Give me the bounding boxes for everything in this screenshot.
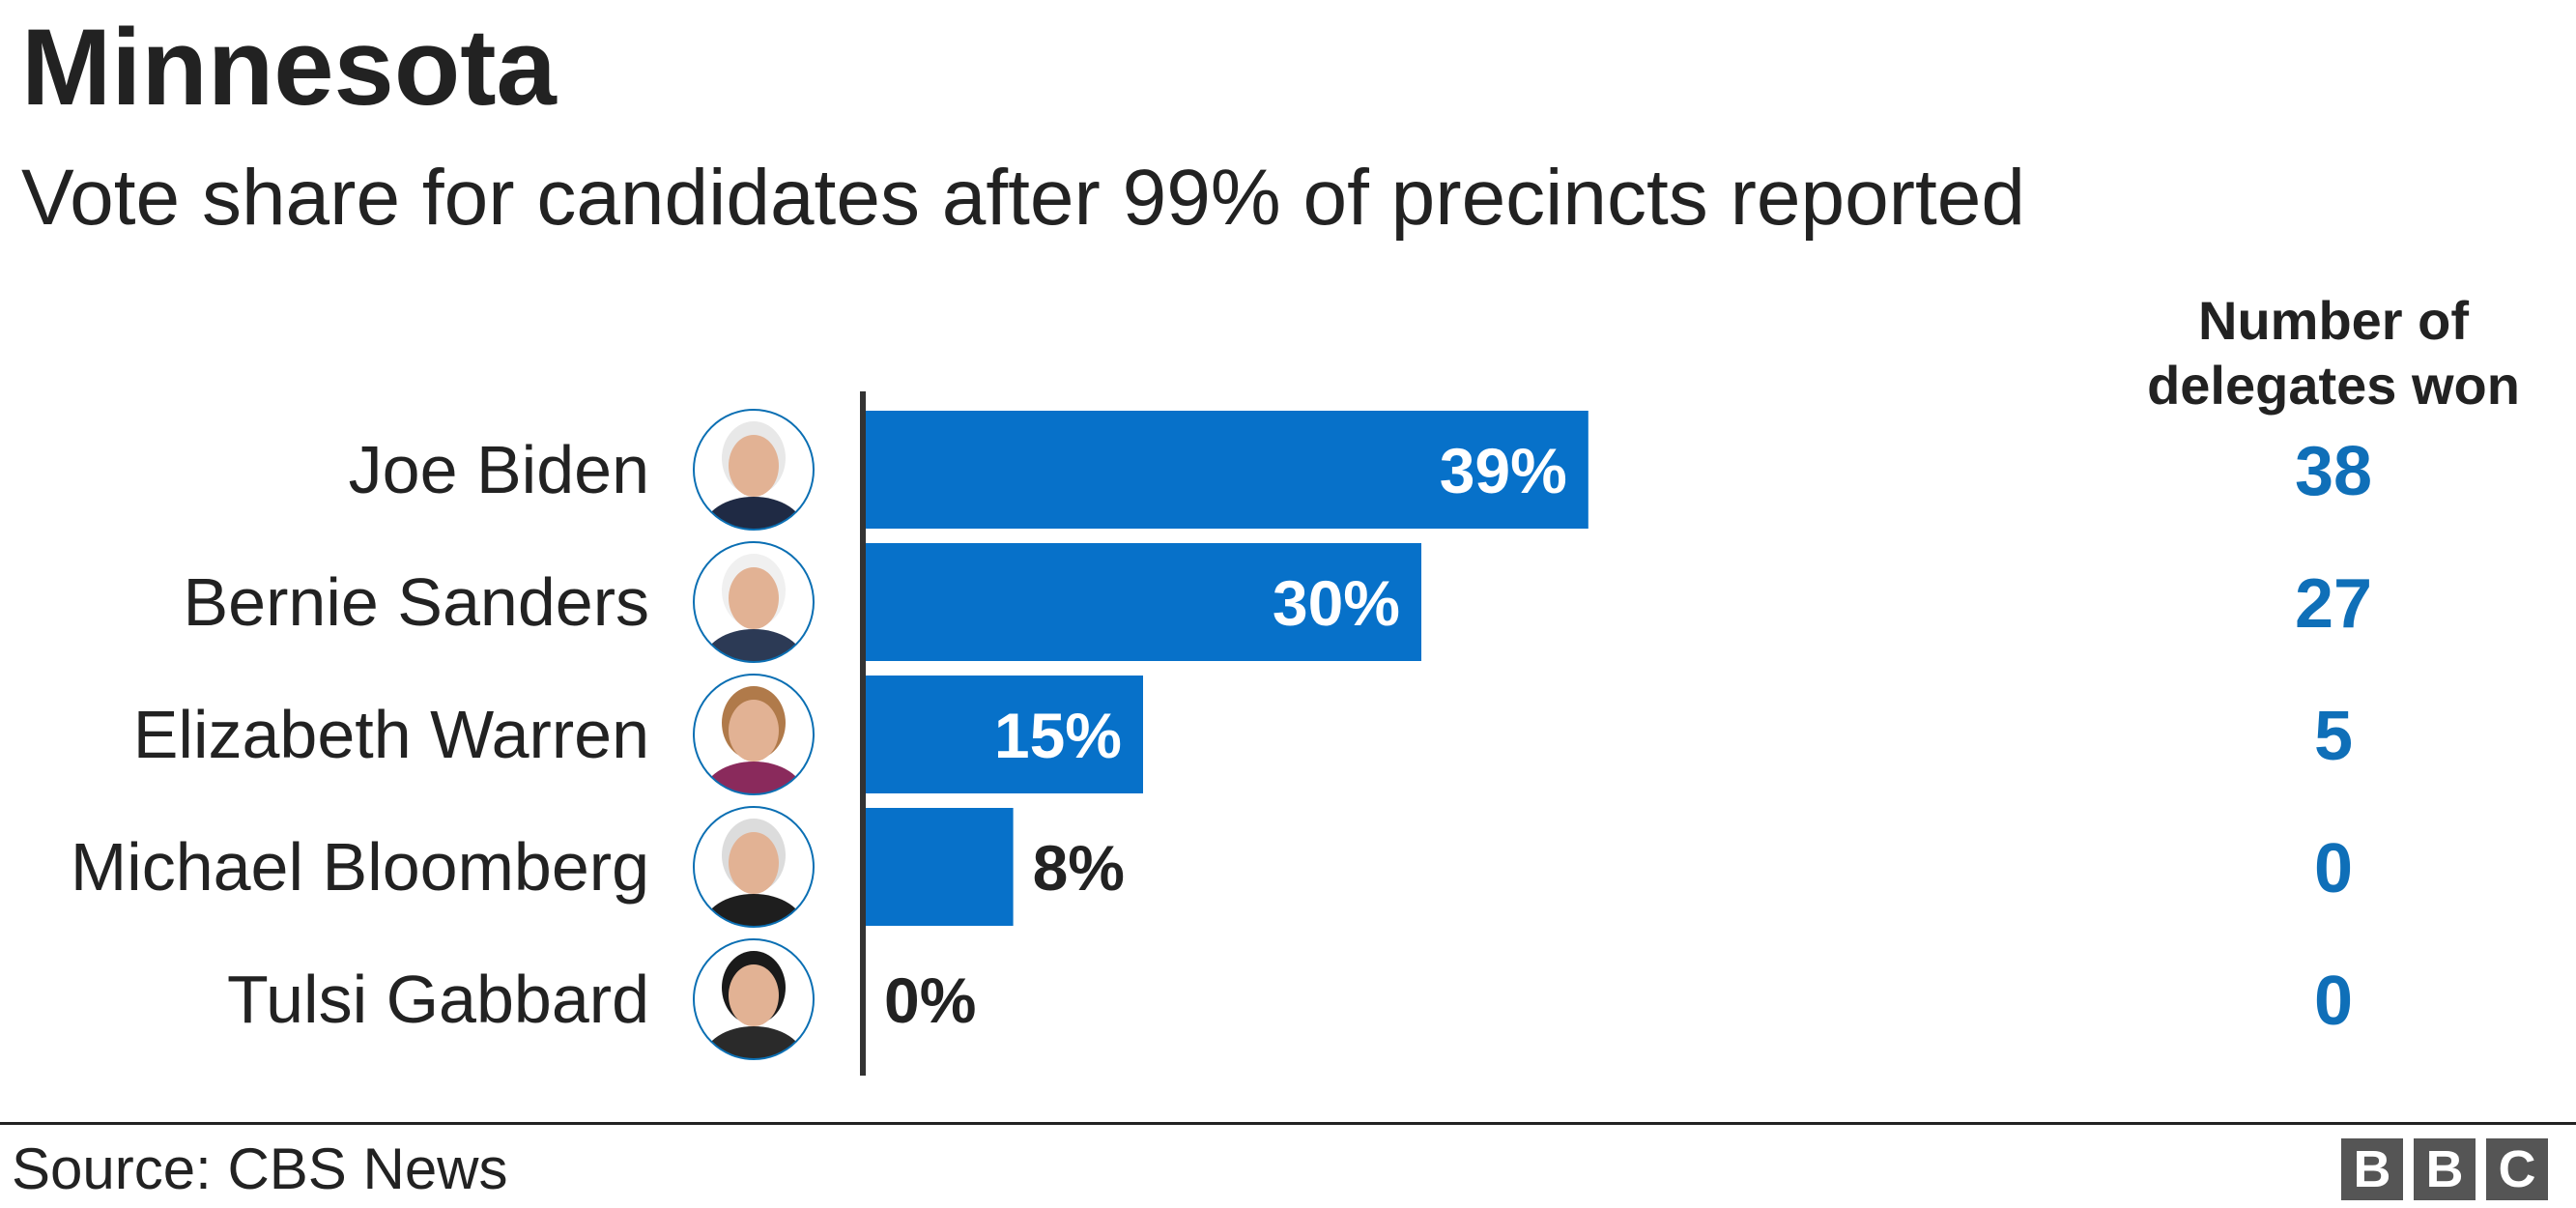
chart-title: Minnesota — [21, 7, 557, 128]
delegates-value: 27 — [2295, 565, 2372, 643]
bbc-logo-letter: B — [2341, 1138, 2403, 1200]
candidate-name: Joe Biden — [349, 432, 649, 507]
bar — [865, 411, 1589, 529]
data-label: 30% — [1273, 567, 1400, 639]
candidate-name: Elizabeth Warren — [133, 697, 649, 772]
bbc-logo-letter: C — [2486, 1138, 2548, 1200]
candidate-name: Tulsi Gabbard — [227, 962, 649, 1037]
chart-subtitle: Vote share for candidates after 99% of p… — [21, 154, 2025, 242]
data-label: 8% — [1033, 832, 1125, 904]
candidate-name: Michael Bloomberg — [71, 829, 649, 905]
bar — [865, 676, 1143, 793]
data-label: 15% — [994, 700, 1122, 771]
bbc-logo-letter: B — [2414, 1138, 2476, 1200]
portrait-icon — [693, 674, 815, 795]
delegates-value: 0 — [2314, 830, 2353, 907]
delegates-value: 0 — [2314, 963, 2353, 1040]
footer-divider — [0, 1122, 2576, 1125]
portrait-icon — [693, 409, 815, 531]
candidate-name: Bernie Sanders — [183, 564, 649, 640]
data-label: 39% — [1440, 435, 1567, 506]
delegates-header: Number of delegates won — [2147, 290, 2520, 417]
bar — [865, 808, 1014, 926]
source-note: Source: CBS News — [12, 1136, 508, 1201]
portrait-icon — [693, 541, 815, 663]
delegates-value: 5 — [2314, 698, 2353, 775]
delegates-value: 38 — [2295, 433, 2372, 510]
bar-chart: Joe Biden 39% 38 Bernie Sanders 30% 27 Elizabe… — [71, 391, 2372, 1076]
bbc-logo: B B C — [2341, 1138, 2548, 1200]
portrait-icon — [693, 806, 815, 928]
data-label: 0% — [884, 964, 976, 1036]
portrait-icon — [693, 938, 815, 1060]
bar — [865, 543, 1421, 661]
